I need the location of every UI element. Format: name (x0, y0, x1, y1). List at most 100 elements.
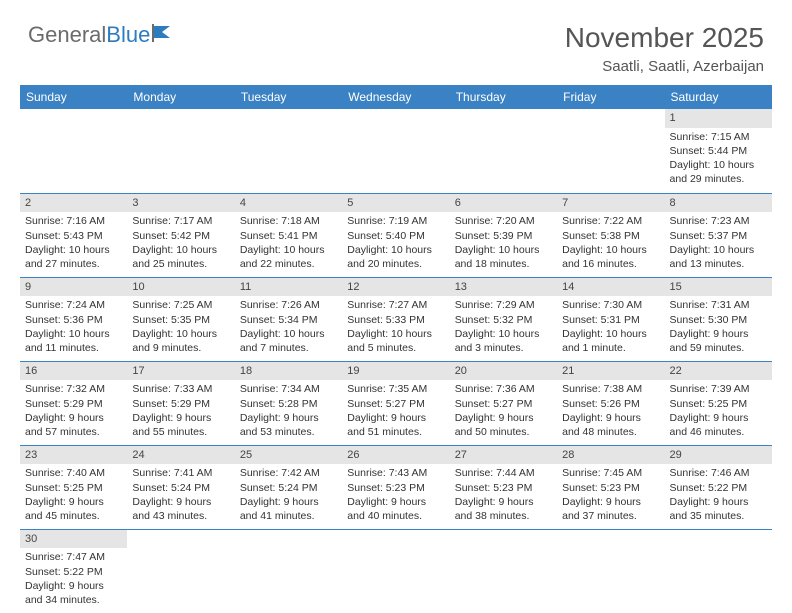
calendar-cell (557, 529, 664, 613)
day-info: Sunrise: 7:41 AMSunset: 5:24 PMDaylight:… (127, 464, 234, 526)
calendar-cell (342, 109, 449, 193)
day-number: 20 (450, 362, 557, 381)
day-number: 27 (450, 446, 557, 465)
day-number: 23 (20, 446, 127, 465)
sunrise-line: Sunrise: 7:40 AM (25, 466, 122, 480)
day-info: Sunrise: 7:29 AMSunset: 5:32 PMDaylight:… (450, 296, 557, 358)
day-info: Sunrise: 7:39 AMSunset: 5:25 PMDaylight:… (665, 380, 772, 442)
sunrise-line: Sunrise: 7:44 AM (455, 466, 552, 480)
day-number: 28 (557, 446, 664, 465)
daylight-line: Daylight: 10 hours and 25 minutes. (132, 243, 229, 271)
logo: GeneralBlue (28, 22, 180, 48)
calendar-cell (235, 529, 342, 613)
day-number: 7 (557, 194, 664, 213)
daylight-line: Daylight: 9 hours and 45 minutes. (25, 495, 122, 523)
day-info: Sunrise: 7:15 AMSunset: 5:44 PMDaylight:… (665, 128, 772, 190)
calendar-cell: 26Sunrise: 7:43 AMSunset: 5:23 PMDayligh… (342, 445, 449, 529)
day-number: 4 (235, 194, 342, 213)
day-info: Sunrise: 7:19 AMSunset: 5:40 PMDaylight:… (342, 212, 449, 274)
sunset-line: Sunset: 5:39 PM (455, 229, 552, 243)
day-info: Sunrise: 7:16 AMSunset: 5:43 PMDaylight:… (20, 212, 127, 274)
sunset-line: Sunset: 5:27 PM (455, 397, 552, 411)
sunrise-line: Sunrise: 7:19 AM (347, 214, 444, 228)
calendar-cell: 2Sunrise: 7:16 AMSunset: 5:43 PMDaylight… (20, 193, 127, 277)
calendar-cell (127, 109, 234, 193)
day-info: Sunrise: 7:40 AMSunset: 5:25 PMDaylight:… (20, 464, 127, 526)
sunset-line: Sunset: 5:30 PM (670, 313, 767, 327)
daylight-line: Daylight: 9 hours and 34 minutes. (25, 579, 122, 607)
daylight-line: Daylight: 10 hours and 16 minutes. (562, 243, 659, 271)
day-number: 6 (450, 194, 557, 213)
day-number: 1 (665, 109, 772, 128)
sunset-line: Sunset: 5:23 PM (347, 481, 444, 495)
daylight-line: Daylight: 9 hours and 55 minutes. (132, 411, 229, 439)
day-number: 10 (127, 278, 234, 297)
sunset-line: Sunset: 5:24 PM (132, 481, 229, 495)
day-info: Sunrise: 7:46 AMSunset: 5:22 PMDaylight:… (665, 464, 772, 526)
daylight-line: Daylight: 10 hours and 27 minutes. (25, 243, 122, 271)
daylight-line: Daylight: 10 hours and 7 minutes. (240, 327, 337, 355)
day-info: Sunrise: 7:23 AMSunset: 5:37 PMDaylight:… (665, 212, 772, 274)
calendar-cell (20, 109, 127, 193)
sunrise-line: Sunrise: 7:29 AM (455, 298, 552, 312)
calendar-cell: 11Sunrise: 7:26 AMSunset: 5:34 PMDayligh… (235, 277, 342, 361)
day-number: 22 (665, 362, 772, 381)
day-info: Sunrise: 7:33 AMSunset: 5:29 PMDaylight:… (127, 380, 234, 442)
weekday-header: Thursday (450, 85, 557, 109)
calendar-cell: 17Sunrise: 7:33 AMSunset: 5:29 PMDayligh… (127, 361, 234, 445)
daylight-line: Daylight: 9 hours and 37 minutes. (562, 495, 659, 523)
calendar-cell: 23Sunrise: 7:40 AMSunset: 5:25 PMDayligh… (20, 445, 127, 529)
sunrise-line: Sunrise: 7:22 AM (562, 214, 659, 228)
sunrise-line: Sunrise: 7:26 AM (240, 298, 337, 312)
sunset-line: Sunset: 5:42 PM (132, 229, 229, 243)
calendar-cell (342, 529, 449, 613)
day-number: 26 (342, 446, 449, 465)
sunset-line: Sunset: 5:29 PM (25, 397, 122, 411)
sunset-line: Sunset: 5:36 PM (25, 313, 122, 327)
sunset-line: Sunset: 5:41 PM (240, 229, 337, 243)
sunset-line: Sunset: 5:38 PM (562, 229, 659, 243)
day-info: Sunrise: 7:31 AMSunset: 5:30 PMDaylight:… (665, 296, 772, 358)
logo-flag-icon (152, 22, 180, 48)
daylight-line: Daylight: 10 hours and 5 minutes. (347, 327, 444, 355)
month-title: November 2025 (565, 22, 764, 54)
day-info: Sunrise: 7:32 AMSunset: 5:29 PMDaylight:… (20, 380, 127, 442)
daylight-line: Daylight: 9 hours and 41 minutes. (240, 495, 337, 523)
day-info: Sunrise: 7:36 AMSunset: 5:27 PMDaylight:… (450, 380, 557, 442)
day-info: Sunrise: 7:38 AMSunset: 5:26 PMDaylight:… (557, 380, 664, 442)
calendar-body: 1Sunrise: 7:15 AMSunset: 5:44 PMDaylight… (20, 109, 772, 613)
daylight-line: Daylight: 10 hours and 29 minutes. (670, 158, 767, 186)
sunset-line: Sunset: 5:22 PM (25, 565, 122, 579)
calendar-cell (127, 529, 234, 613)
day-info: Sunrise: 7:42 AMSunset: 5:24 PMDaylight:… (235, 464, 342, 526)
calendar-cell (450, 109, 557, 193)
sunset-line: Sunset: 5:37 PM (670, 229, 767, 243)
calendar-cell: 16Sunrise: 7:32 AMSunset: 5:29 PMDayligh… (20, 361, 127, 445)
day-info: Sunrise: 7:43 AMSunset: 5:23 PMDaylight:… (342, 464, 449, 526)
day-info: Sunrise: 7:22 AMSunset: 5:38 PMDaylight:… (557, 212, 664, 274)
daylight-line: Daylight: 10 hours and 20 minutes. (347, 243, 444, 271)
calendar-cell: 15Sunrise: 7:31 AMSunset: 5:30 PMDayligh… (665, 277, 772, 361)
calendar-cell: 24Sunrise: 7:41 AMSunset: 5:24 PMDayligh… (127, 445, 234, 529)
day-number: 8 (665, 194, 772, 213)
daylight-line: Daylight: 9 hours and 43 minutes. (132, 495, 229, 523)
daylight-line: Daylight: 10 hours and 22 minutes. (240, 243, 337, 271)
calendar-cell (450, 529, 557, 613)
daylight-line: Daylight: 9 hours and 35 minutes. (670, 495, 767, 523)
day-number: 13 (450, 278, 557, 297)
logo-text-blue: Blue (106, 22, 150, 48)
sunset-line: Sunset: 5:25 PM (25, 481, 122, 495)
daylight-line: Daylight: 10 hours and 13 minutes. (670, 243, 767, 271)
daylight-line: Daylight: 9 hours and 50 minutes. (455, 411, 552, 439)
sunrise-line: Sunrise: 7:15 AM (670, 130, 767, 144)
day-info: Sunrise: 7:17 AMSunset: 5:42 PMDaylight:… (127, 212, 234, 274)
logo-text-general: General (28, 22, 106, 48)
sunrise-line: Sunrise: 7:31 AM (670, 298, 767, 312)
sunset-line: Sunset: 5:26 PM (562, 397, 659, 411)
daylight-line: Daylight: 9 hours and 40 minutes. (347, 495, 444, 523)
location: Saatli, Saatli, Azerbaijan (565, 58, 764, 75)
sunset-line: Sunset: 5:35 PM (132, 313, 229, 327)
weekday-header: Monday (127, 85, 234, 109)
daylight-line: Daylight: 10 hours and 9 minutes. (132, 327, 229, 355)
sunrise-line: Sunrise: 7:35 AM (347, 382, 444, 396)
